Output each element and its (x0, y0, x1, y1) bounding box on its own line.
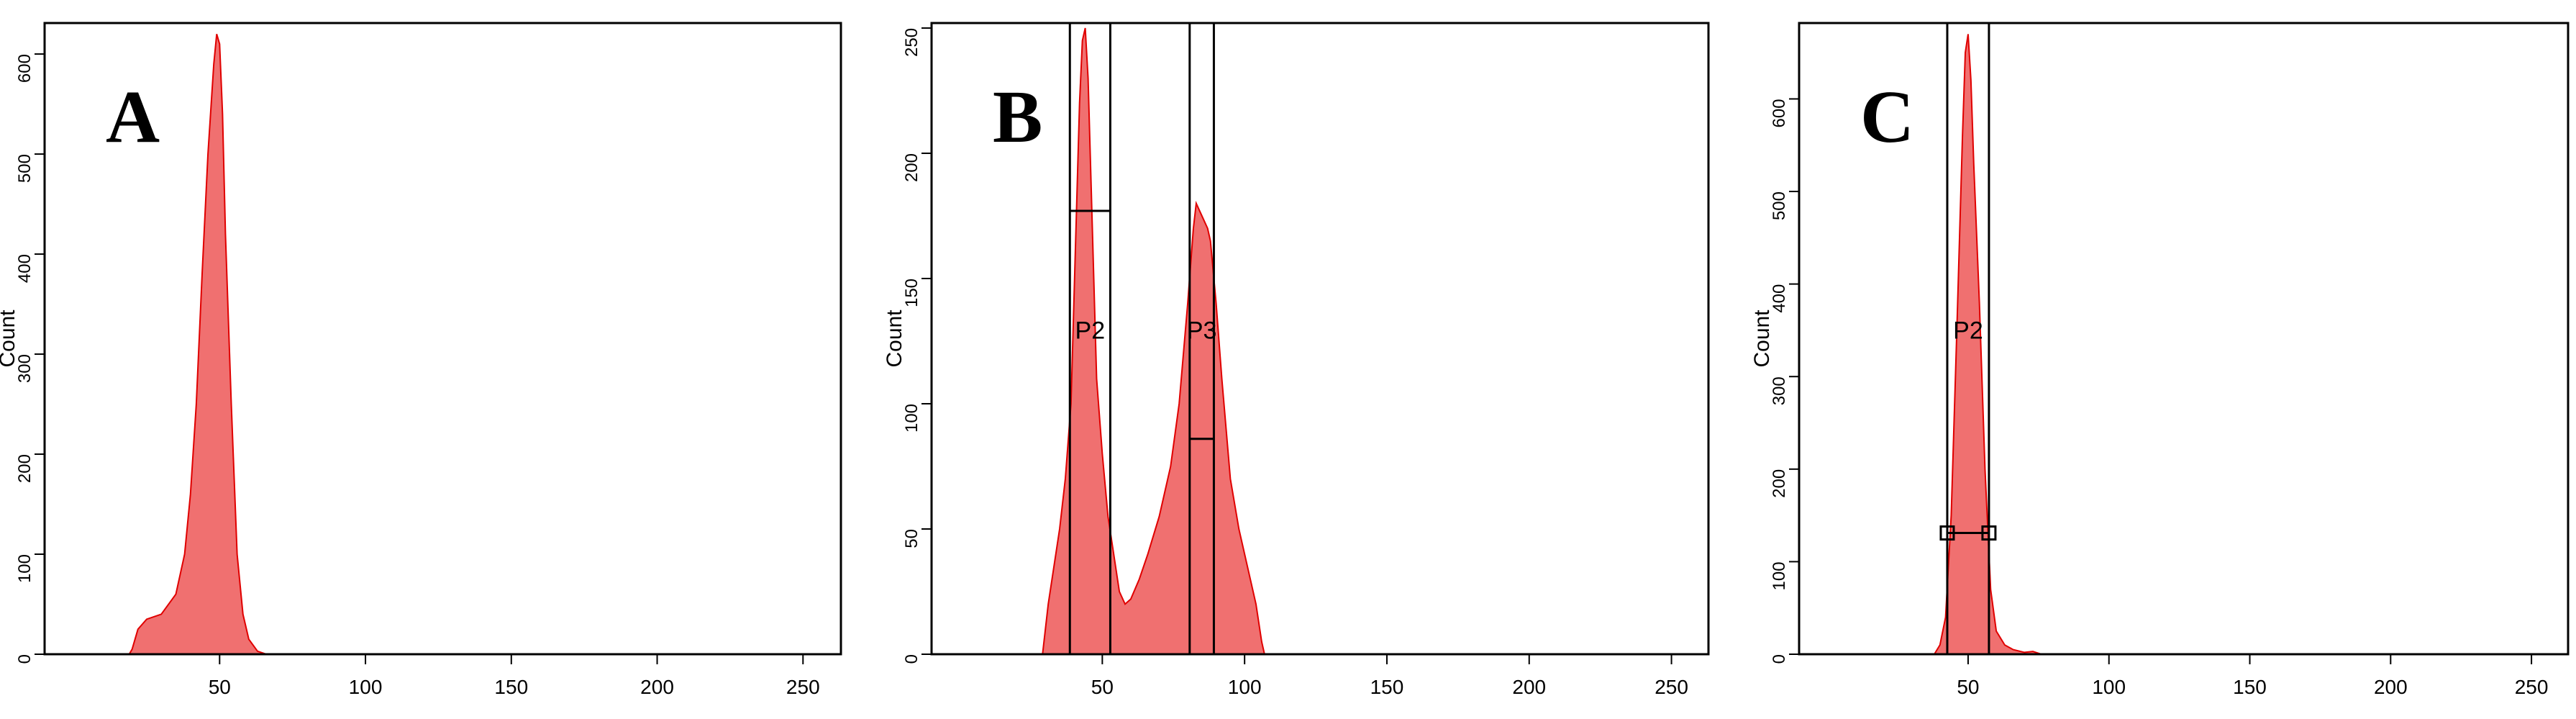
y-tick-label: 200 (902, 153, 921, 182)
gate-handle (1939, 525, 1955, 541)
y-tick-label: 500 (15, 154, 35, 183)
x-tick-label: 250 (786, 676, 820, 698)
panel: 50 100 150 200 250 0 100 200 300 400 500 600 Count A (0, 22, 842, 698)
gate-label: P2 (1953, 317, 1983, 345)
y-tick-label: 100 (1770, 561, 1789, 590)
panel: P2 P3 50 100 150 200 250 0 50 100 150 200 250 Count B (883, 22, 1710, 698)
plot-frame (43, 22, 842, 656)
y-tick-label: 200 (15, 454, 35, 483)
y-tick-label: 100 (902, 404, 921, 433)
histogram-area (1933, 34, 2042, 655)
histogram-area (127, 34, 267, 655)
x-tick-label: 50 (209, 676, 231, 698)
panel-letter: A (106, 76, 160, 158)
x-tick-label: 150 (494, 676, 528, 698)
y-tick-label: 200 (1770, 469, 1789, 498)
x-tick-label: 50 (1957, 676, 1979, 698)
gate-label: P2 (1075, 317, 1106, 345)
y-axis-label: Count (0, 309, 19, 368)
histogram-area (1042, 27, 1266, 655)
gate-handle (1981, 525, 1997, 541)
y-tick-label: 150 (902, 279, 921, 307)
y-tick-label: 400 (15, 254, 35, 283)
plot-frame (930, 22, 1710, 656)
y-axis-label: Count (883, 309, 906, 368)
x-tick-label: 200 (2374, 676, 2408, 698)
y-tick-label: 50 (902, 529, 921, 548)
y-tick-label: 100 (15, 554, 35, 583)
x-tick-label: 150 (1370, 676, 1404, 698)
y-tick-label: 500 (1770, 191, 1789, 220)
y-tick-label: 0 (902, 654, 921, 664)
panel-letter: B (993, 76, 1042, 158)
y-tick-label: 600 (1770, 99, 1789, 127)
y-tick-label: 600 (15, 54, 35, 83)
y-tick-label: 300 (1770, 376, 1789, 405)
y-tick-label: 250 (902, 28, 921, 57)
x-tick-label: 100 (1228, 676, 1262, 698)
y-tick-label: 300 (15, 354, 35, 383)
y-tick-label: 0 (1770, 654, 1789, 664)
x-tick-label: 150 (2233, 676, 2267, 698)
y-axis-label: Count (1750, 309, 1774, 368)
x-tick-label: 50 (1091, 676, 1114, 698)
x-tick-label: 200 (1512, 676, 1546, 698)
y-tick-label: 400 (1770, 284, 1789, 313)
x-tick-label: 250 (1655, 676, 1688, 698)
plot-frame (1798, 22, 2570, 656)
panel-letter: C (1860, 76, 1914, 158)
x-tick-label: 200 (640, 676, 674, 698)
y-tick-label: 0 (15, 654, 35, 664)
panel: P2 50 100 150 200 250 0 100 200 300 400 500 600 Count… (1750, 22, 2570, 698)
x-tick-label: 100 (2092, 676, 2126, 698)
gate-label: P3 (1187, 317, 1217, 345)
x-tick-label: 250 (2515, 676, 2549, 698)
x-tick-label: 100 (349, 676, 383, 698)
